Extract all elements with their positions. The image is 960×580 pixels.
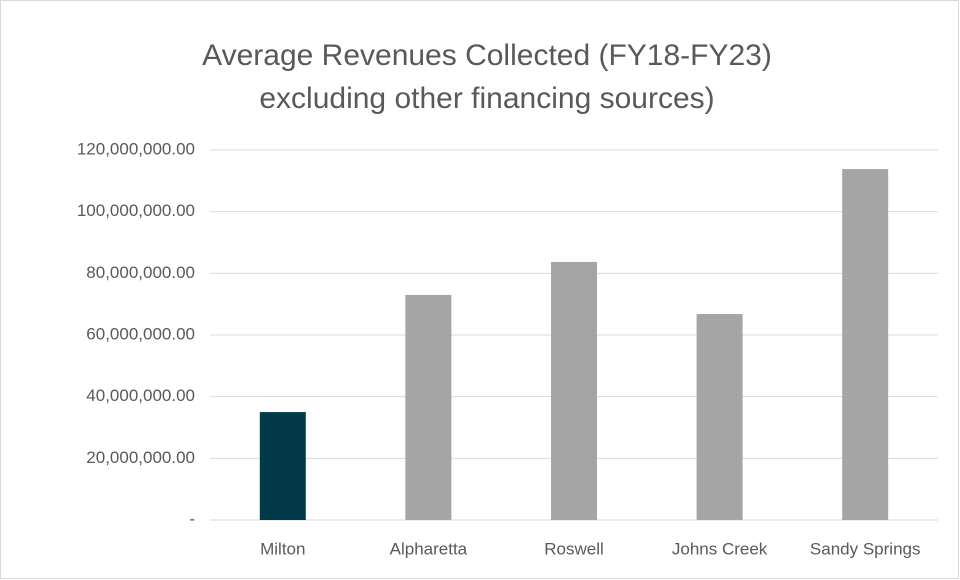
bar bbox=[405, 294, 452, 520]
bar bbox=[696, 314, 743, 520]
bar bbox=[842, 169, 889, 520]
x-tick-label: Milton bbox=[260, 539, 305, 558]
bar bbox=[259, 412, 306, 520]
chart-title-line: excluding other financing sources) bbox=[259, 82, 714, 115]
y-tick-label: - bbox=[189, 509, 195, 528]
x-tick-label: Alpharetta bbox=[390, 539, 468, 558]
y-tick-label: 120,000,000.00 bbox=[77, 139, 195, 158]
y-tick-label: 40,000,000.00 bbox=[86, 386, 195, 405]
x-tick-label: Sandy Springs bbox=[810, 539, 921, 558]
y-tick-label: 80,000,000.00 bbox=[86, 263, 195, 282]
bar bbox=[551, 261, 597, 520]
x-tick-label: Roswell bbox=[544, 539, 604, 558]
y-tick-label: 20,000,000.00 bbox=[86, 448, 195, 467]
chart-title-line: Average Revenues Collected (FY18-FY23) bbox=[202, 39, 772, 72]
x-tick-label: Johns Creek bbox=[672, 539, 768, 558]
y-tick-label: 100,000,000.00 bbox=[77, 201, 195, 220]
y-tick-label: 60,000,000.00 bbox=[86, 324, 195, 343]
